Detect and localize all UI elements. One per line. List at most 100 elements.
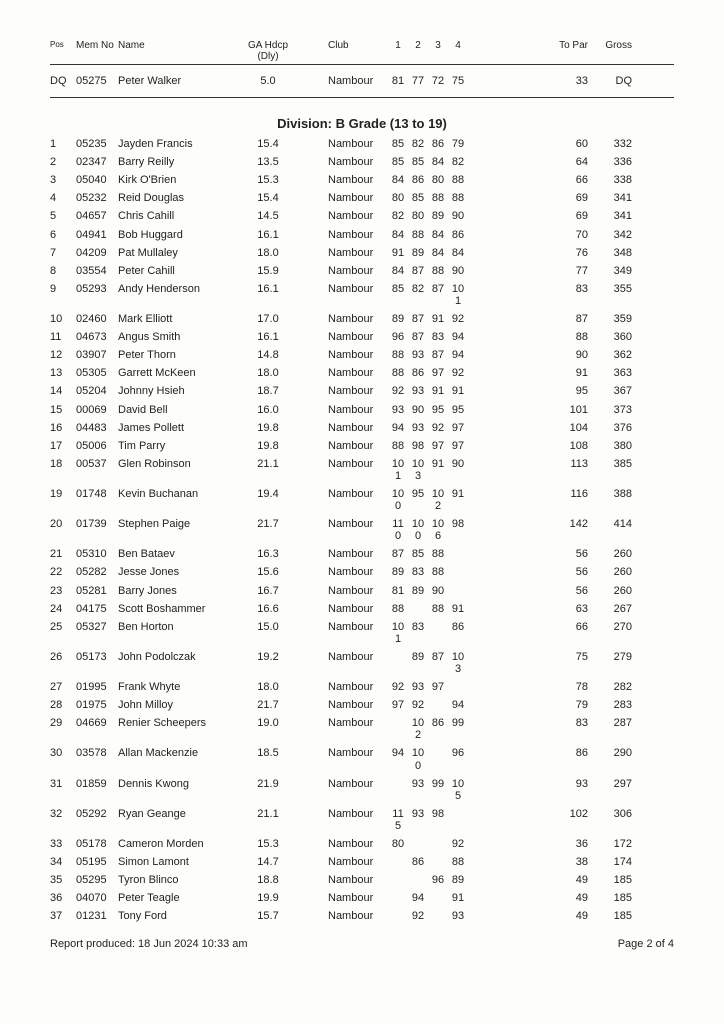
round-score: 92 <box>448 313 468 325</box>
cell-name: Tim Parry <box>118 440 238 452</box>
cell-club: Nambour <box>328 229 388 241</box>
cell-hdcp: 15.3 <box>238 838 298 850</box>
cell-gross: 414 <box>588 518 632 530</box>
cell-topar: 108 <box>548 440 588 452</box>
round-score: 93 <box>408 681 428 693</box>
round-score: 93 <box>388 404 408 416</box>
cell-topar: 70 <box>548 229 588 241</box>
round-score: 93 <box>408 422 428 434</box>
cell-hdcp: 16.0 <box>238 404 298 416</box>
cell-hdcp: 21.1 <box>238 808 298 820</box>
cell-topar: 102 <box>548 808 588 820</box>
cell-pos: 15 <box>50 404 76 416</box>
table-row: 2904669Renier Scheepers19.0Nambour102869… <box>50 714 674 744</box>
round-score: 91 <box>428 313 448 325</box>
round-score: 88 <box>428 265 448 277</box>
cell-name: Jayden Francis <box>118 138 238 150</box>
cell-name: Scott Boshammer <box>118 603 238 615</box>
cell-club: Nambour <box>328 910 388 922</box>
cell-gross: 297 <box>588 778 632 790</box>
cell-club: Nambour <box>328 518 388 530</box>
cell-mem: 05173 <box>76 651 118 663</box>
cell-topar: 78 <box>548 681 588 693</box>
round-score: 88 <box>448 856 468 868</box>
cell-club: Nambour <box>328 856 388 868</box>
cell-name: Kirk O'Brien <box>118 174 238 186</box>
cell-pos: 2 <box>50 156 76 168</box>
cell-hdcp: 16.1 <box>238 331 298 343</box>
table-row: 2701995Frank Whyte18.0Nambour92939778282 <box>50 678 674 696</box>
cell-name: James Pollett <box>118 422 238 434</box>
round-score: 90 <box>408 404 428 416</box>
cell-mem: 05327 <box>76 621 118 633</box>
cell-mem: 05295 <box>76 874 118 886</box>
cell-mem: 03578 <box>76 747 118 759</box>
round-score: 94 <box>388 422 408 434</box>
cell-topar: 76 <box>548 247 588 259</box>
cell-pos: 21 <box>50 548 76 560</box>
cell-topar: 87 <box>548 313 588 325</box>
cell-pos: 25 <box>50 621 76 633</box>
cell-topar: 69 <box>548 192 588 204</box>
cell-hdcp: 19.4 <box>238 488 298 500</box>
cell-hdcp: 15.6 <box>238 566 298 578</box>
cell-name: Tony Ford <box>118 910 238 922</box>
cell-gross: 363 <box>588 367 632 379</box>
cell-pos: 26 <box>50 651 76 663</box>
hdr-club: Club <box>328 40 388 62</box>
cell-topar: 66 <box>548 621 588 633</box>
table-row: 504657Chris Cahill14.5Nambour82808990693… <box>50 207 674 225</box>
cell-hdcp: 15.9 <box>238 265 298 277</box>
round-score: 88 <box>428 192 448 204</box>
cell-club: Nambour <box>328 349 388 361</box>
round-score: 103 <box>408 458 428 482</box>
round-score: 91 <box>448 603 468 615</box>
cell-club: Nambour <box>328 621 388 633</box>
round-score: 90 <box>448 210 468 222</box>
round-score: 84 <box>388 229 408 241</box>
dq-r3: 72 <box>428 75 448 87</box>
table-row: 3003578Allan Mackenzie18.5Nambour9410096… <box>50 744 674 774</box>
cell-gross: 279 <box>588 651 632 663</box>
round-score: 94 <box>388 747 408 759</box>
round-score: 106 <box>428 518 448 542</box>
cell-name: Renier Scheepers <box>118 717 238 729</box>
cell-mem: 01995 <box>76 681 118 693</box>
table-row: 2305281Barry Jones16.7Nambour81899056260 <box>50 582 674 600</box>
cell-name: David Bell <box>118 404 238 416</box>
cell-hdcp: 15.4 <box>238 192 298 204</box>
hdr-memno: Mem No <box>76 40 118 62</box>
cell-topar: 56 <box>548 585 588 597</box>
cell-pos: 23 <box>50 585 76 597</box>
round-score: 93 <box>408 385 428 397</box>
cell-pos: 11 <box>50 331 76 343</box>
round-score: 85 <box>408 156 428 168</box>
cell-pos: 37 <box>50 910 76 922</box>
cell-hdcp: 14.8 <box>238 349 298 361</box>
cell-topar: 66 <box>548 174 588 186</box>
dq-r1: 81 <box>388 75 408 87</box>
round-score: 80 <box>428 174 448 186</box>
round-score: 96 <box>428 874 448 886</box>
hdr-name: Name <box>118 40 238 62</box>
cell-pos: 31 <box>50 778 76 790</box>
cell-pos: 16 <box>50 422 76 434</box>
cell-mem: 04483 <box>76 422 118 434</box>
round-score: 85 <box>388 283 408 295</box>
round-score: 100 <box>408 747 428 771</box>
round-score: 79 <box>448 138 468 150</box>
round-score: 89 <box>448 874 468 886</box>
round-score: 101 <box>388 458 408 482</box>
cell-gross: 341 <box>588 192 632 204</box>
cell-pos: 10 <box>50 313 76 325</box>
table-row: 2001739Stephen Paige21.7Nambour110100106… <box>50 515 674 545</box>
cell-hdcp: 15.4 <box>238 138 298 150</box>
round-score: 85 <box>408 192 428 204</box>
table-row: 2505327Ben Horton15.0Nambour101838666270 <box>50 618 674 648</box>
cell-gross: 380 <box>588 440 632 452</box>
cell-topar: 113 <box>548 458 588 470</box>
table-row: 905293Andy Henderson16.1Nambour858287101… <box>50 280 674 310</box>
cell-hdcp: 19.0 <box>238 717 298 729</box>
cell-topar: 79 <box>548 699 588 711</box>
footer-left: Report produced: 18 Jun 2024 10:33 am <box>50 938 248 950</box>
